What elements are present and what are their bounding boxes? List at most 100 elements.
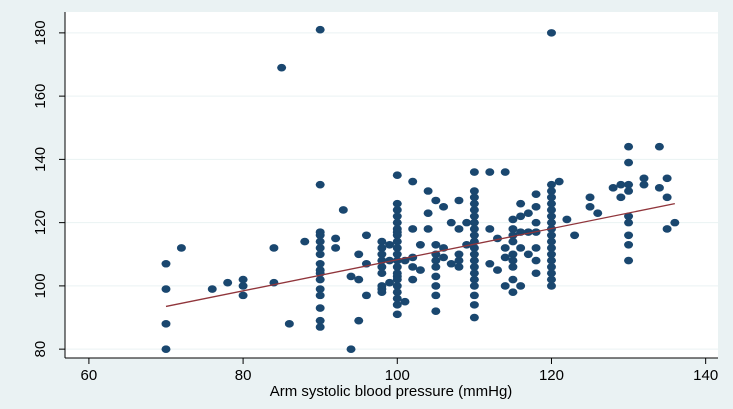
point [546,193,556,202]
point [392,282,402,290]
point [377,237,387,246]
point [546,199,556,208]
point [431,282,441,290]
point [469,168,479,176]
point [469,225,479,233]
point [624,187,634,195]
point [207,285,217,293]
point [377,269,387,278]
point [431,256,441,265]
point [616,180,626,189]
point [431,272,441,281]
point [423,209,433,217]
point [446,259,456,268]
point [315,291,325,300]
point [176,244,186,252]
point [431,240,441,249]
point [408,275,418,284]
point [331,244,341,252]
point [662,225,672,233]
point [531,256,541,265]
point [431,307,441,315]
point [500,168,510,176]
point [531,218,541,227]
point [516,244,526,252]
point [431,291,441,300]
point [454,250,464,259]
point [508,263,518,271]
point [392,263,402,271]
point [315,323,325,331]
point [485,259,495,268]
point [469,256,479,265]
point [570,231,580,240]
point [161,285,171,293]
point [415,240,425,249]
point [469,187,479,195]
point [315,275,325,284]
point [392,218,402,227]
plot-region [65,12,718,358]
point [485,168,495,176]
point [469,193,479,202]
point [662,174,672,183]
point [238,282,248,290]
point [639,174,649,183]
point [346,345,356,353]
point [531,190,541,198]
point [523,209,533,217]
point [354,275,364,284]
point [469,218,479,227]
point [531,269,541,278]
point [392,244,402,252]
point [315,244,325,252]
point [516,212,526,221]
point [454,196,464,205]
point [624,158,634,167]
point [385,240,395,249]
point [670,218,680,227]
point [546,231,556,240]
point [331,234,341,243]
point [508,237,518,246]
point [469,313,479,322]
point [238,275,248,284]
point [624,240,634,249]
point [469,269,479,278]
point [269,244,279,252]
point [508,275,518,284]
point [469,275,479,284]
point [493,266,503,274]
point [546,250,556,259]
point [431,263,441,271]
point [377,263,387,271]
point [508,250,518,259]
point [546,275,556,284]
point [485,225,495,233]
point [315,316,325,325]
point [469,231,479,240]
point [624,231,634,240]
y-tick-label: 100 [32,273,49,298]
point [392,301,402,309]
point [354,316,364,325]
point [415,266,425,274]
point [546,180,556,189]
point [315,25,325,34]
point [624,180,634,189]
point [469,206,479,214]
point [446,218,456,227]
point [546,269,556,278]
point [392,250,402,259]
point [624,218,634,227]
x-tick-label: 80 [235,367,252,384]
point [361,291,371,300]
point [392,206,402,214]
point [423,225,433,233]
point [469,212,479,221]
point [469,282,479,290]
point [516,199,526,208]
point [554,177,564,186]
point [315,304,325,312]
